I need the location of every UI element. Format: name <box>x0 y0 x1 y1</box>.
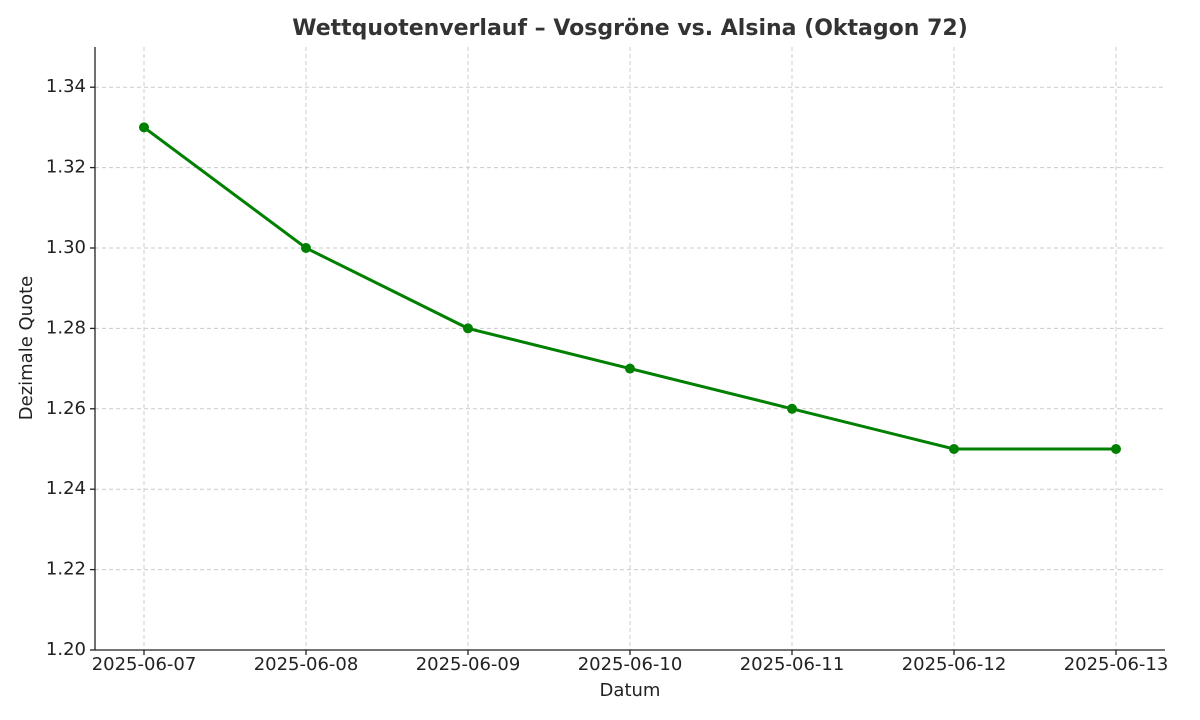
y-tick-label: 1.26 <box>46 398 86 419</box>
data-point <box>301 243 311 253</box>
data-point <box>949 444 959 454</box>
data-point <box>463 323 473 334</box>
x-tick-label: 2025-06-09 <box>416 654 521 675</box>
x-tick-label: 2025-06-07 <box>92 654 197 675</box>
chart-title: Wettquotenverlauf – Vosgröne vs. Alsina … <box>292 16 968 41</box>
x-tick-label: 2025-06-10 <box>578 654 683 675</box>
x-tick-label: 2025-06-13 <box>1064 654 1169 675</box>
y-tick-label: 1.20 <box>46 639 86 660</box>
data-point <box>139 122 149 133</box>
x-tick-label: 2025-06-12 <box>902 654 1007 675</box>
y-tick-label: 1.24 <box>46 478 86 499</box>
y-tick-label: 1.22 <box>46 559 86 580</box>
y-tick-label: 1.30 <box>46 237 86 258</box>
x-tick-label: 2025-06-08 <box>254 654 359 675</box>
y-tick-label: 1.28 <box>46 317 86 338</box>
data-point <box>787 403 797 414</box>
y-axis-label: Dezimale Quote <box>16 276 37 420</box>
y-tick-label: 1.34 <box>46 76 86 97</box>
x-axis-label: Datum <box>600 680 661 701</box>
y-tick-label: 1.32 <box>46 157 86 178</box>
data-point <box>625 363 635 374</box>
x-tick-label: 2025-06-11 <box>740 654 845 675</box>
data-point <box>1111 444 1121 454</box>
